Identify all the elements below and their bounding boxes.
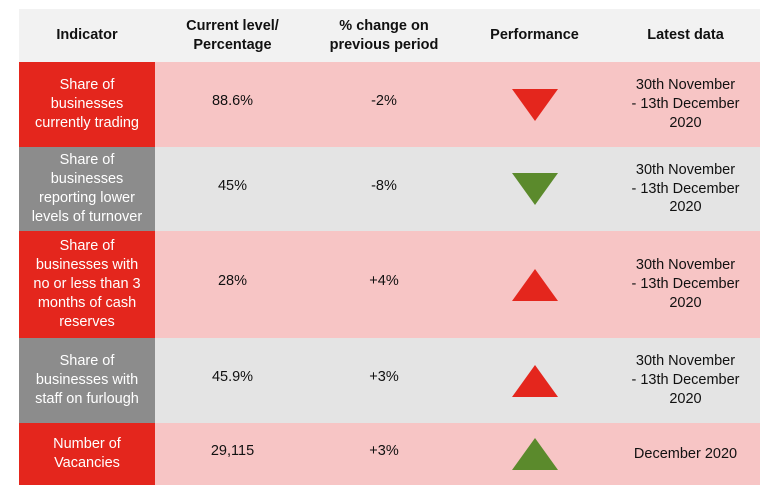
triangle-up-icon (511, 268, 558, 301)
table-row: Share of businesses reporting lower leve… (19, 147, 760, 231)
indicator-cell: Share of businesses with staff on furlou… (19, 338, 155, 423)
current-level-cell: 88.6% (211, 93, 254, 110)
latest-data-cell: 30th November - 13th December 2020 (631, 161, 740, 216)
triangle-down-icon (511, 173, 558, 205)
latest-data-cell: 30th November - 13th December 2020 (631, 77, 740, 131)
indicator-cell: Share of businesses with no or less than… (19, 231, 155, 338)
performance-cell (458, 231, 611, 338)
indicator-cell: Share of businesses currently trading (19, 62, 155, 147)
percent-change-cell: -2% (371, 93, 397, 110)
latest-data-cell: 30th November - 13th December 2020 (631, 257, 740, 311)
performance-cell (458, 423, 611, 485)
latest-data-cell: December 2020 (633, 445, 738, 462)
percent-change-cell: +3% (369, 442, 399, 459)
table-row: Share of businesses with no or less than… (19, 231, 760, 338)
percent-change-cell: -8% (371, 177, 397, 194)
indicator-table: Indicator Current level/ Percentage % ch… (19, 9, 760, 485)
table-row: Share of businesses currently trading 88… (19, 62, 760, 147)
performance-cell (458, 338, 611, 423)
current-level-cell: 29,115 (210, 442, 255, 459)
header-indicator: Indicator (56, 27, 118, 44)
triangle-down-icon (511, 88, 558, 121)
latest-data-cell: 30th November - 13th December 2020 (631, 353, 740, 407)
percent-change-cell: +3% (369, 369, 399, 386)
header-performance: Performance (490, 27, 579, 44)
header-current-level: Current level/ Percentage (186, 17, 279, 53)
header-percent-change: % change on previous period (329, 17, 439, 53)
performance-cell (458, 62, 611, 147)
current-level-cell: 28% (217, 273, 248, 290)
table-row: Share of businesses with staff on furlou… (19, 338, 760, 423)
current-level-cell: 45% (217, 177, 248, 194)
table-row: Number of Vacancies 29,115 +3% December … (19, 423, 760, 485)
triangle-up-icon (511, 364, 558, 397)
indicator-cell: Number of Vacancies (19, 423, 155, 485)
table-header: Indicator Current level/ Percentage % ch… (19, 9, 760, 62)
indicator-cell: Share of businesses reporting lower leve… (19, 147, 155, 231)
header-latest-data: Latest data (647, 27, 724, 44)
triangle-up-icon (511, 438, 558, 470)
performance-cell (458, 147, 611, 231)
current-level-cell: 45.9% (211, 369, 254, 386)
percent-change-cell: +4% (369, 273, 399, 290)
